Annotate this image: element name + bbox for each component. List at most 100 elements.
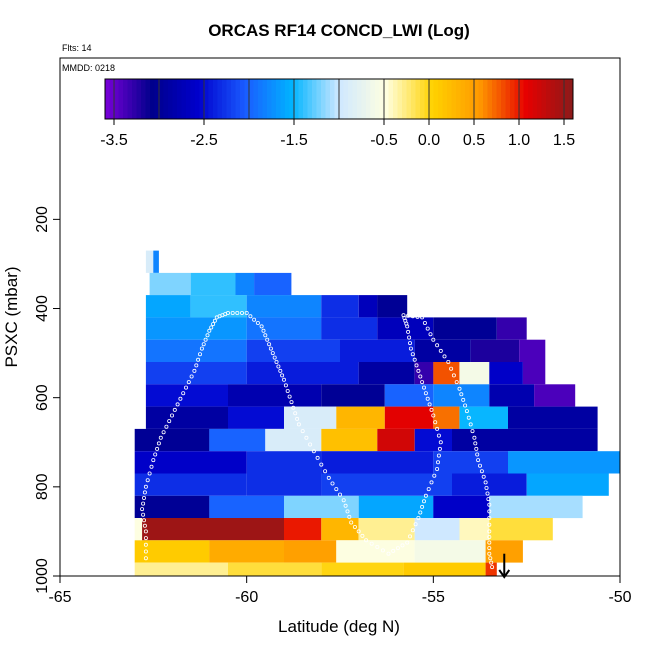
colorbar-swatch xyxy=(334,79,340,119)
track-point xyxy=(343,503,348,508)
heatmap-cell xyxy=(519,339,546,362)
heatmap-cell xyxy=(414,540,486,563)
colorbar-swatch xyxy=(447,79,452,119)
heatmap-cell xyxy=(134,451,247,474)
colorbar-tick-label: -2.5 xyxy=(190,132,218,149)
track-point xyxy=(287,394,292,399)
heatmap-cell xyxy=(489,362,523,385)
track-point xyxy=(169,413,174,418)
heatmap-cell xyxy=(459,518,490,541)
track-point xyxy=(147,471,152,476)
track-point xyxy=(380,548,385,553)
track-point xyxy=(291,405,296,410)
heatmap-cell xyxy=(433,495,490,519)
heatmap-cell xyxy=(452,428,598,452)
heatmap-cell xyxy=(134,518,143,541)
heatmap-cell xyxy=(284,518,322,541)
track-point xyxy=(429,480,434,485)
colorbar-swatch xyxy=(141,79,146,119)
track-point xyxy=(454,380,459,385)
heatmap-cell xyxy=(459,362,490,385)
heatmap-cell xyxy=(235,272,255,296)
track-point xyxy=(268,346,273,351)
colorbar-swatch xyxy=(154,79,160,119)
heatmap-cell xyxy=(209,495,284,519)
track-point xyxy=(406,313,411,318)
heatmap-cell xyxy=(246,295,284,318)
colorbar-swatch xyxy=(217,79,223,119)
colorbar-swatch xyxy=(294,79,299,119)
colorbar-swatch xyxy=(330,79,335,119)
track-point xyxy=(459,392,464,397)
heatmap-cell xyxy=(145,384,228,407)
colorbar-swatch xyxy=(460,79,466,119)
colorbar-swatch xyxy=(555,79,560,119)
track-point xyxy=(283,383,288,388)
colorbar-swatch xyxy=(199,79,205,119)
heatmap-cell xyxy=(358,518,415,541)
colorbar-frame xyxy=(104,78,574,120)
track-point xyxy=(212,318,217,323)
track-point xyxy=(207,328,212,333)
colorbar-swatch xyxy=(438,79,443,119)
track-point xyxy=(435,460,440,465)
colorbar-swatch xyxy=(357,79,362,119)
track-point xyxy=(192,368,197,373)
colorbar-swatch xyxy=(429,79,434,119)
heatmap-cell xyxy=(321,562,404,576)
track-point xyxy=(252,317,257,322)
track-point xyxy=(142,523,147,528)
track-point xyxy=(375,545,380,550)
colorbar-swatch xyxy=(280,79,286,119)
colorbar-swatch xyxy=(186,79,191,119)
track-point xyxy=(407,534,412,539)
track-point xyxy=(203,337,208,342)
y-tick-label: 800 xyxy=(34,473,51,500)
y-tick-label: 200 xyxy=(34,206,51,233)
colorbar-swatch xyxy=(433,79,439,119)
colorbar-swatch xyxy=(483,79,488,119)
y-tick-label: 600 xyxy=(34,384,51,411)
colorbar-swatch xyxy=(523,79,529,119)
heatmap-cell xyxy=(134,473,247,496)
y-axis: 200 400 600 800 1000 xyxy=(34,58,61,594)
track-point xyxy=(466,415,471,420)
track-point xyxy=(423,391,428,396)
track-point xyxy=(410,352,415,357)
heatmap-cell xyxy=(134,428,210,452)
colorbar-swatch xyxy=(519,79,524,119)
heatmap-cell xyxy=(145,406,228,429)
track-point xyxy=(481,474,486,479)
colorbar-swatch xyxy=(231,79,236,119)
track-point xyxy=(156,441,161,446)
track-point xyxy=(267,342,272,347)
colorbar-swatch xyxy=(474,79,479,119)
track-point xyxy=(349,520,354,525)
heatmap-cell xyxy=(470,339,520,362)
track-point xyxy=(489,560,494,565)
heatmap-cell xyxy=(134,495,210,519)
colorbar-swatch xyxy=(379,79,385,119)
heatmap-cell xyxy=(145,339,247,362)
track-point xyxy=(276,364,281,369)
flights-label: Flts: 14 xyxy=(62,43,92,53)
track-point xyxy=(347,514,352,519)
heatmap-cell xyxy=(384,406,434,429)
track-point xyxy=(473,441,478,446)
heatmap-cell xyxy=(496,317,527,340)
colorbar-swatch xyxy=(505,79,511,119)
track-point xyxy=(470,429,475,434)
track-point xyxy=(281,377,286,382)
colorbar-swatch xyxy=(136,79,142,119)
heatmap-cell xyxy=(321,317,378,340)
track-point xyxy=(406,329,411,334)
track-point xyxy=(181,391,186,396)
track-point xyxy=(449,366,454,371)
colorbar-swatch xyxy=(190,79,196,119)
track-point xyxy=(438,348,443,353)
colorbar-swatch xyxy=(222,79,227,119)
colorbar-swatch xyxy=(469,79,475,119)
heatmap-cell xyxy=(284,295,322,318)
track-point xyxy=(436,453,441,458)
